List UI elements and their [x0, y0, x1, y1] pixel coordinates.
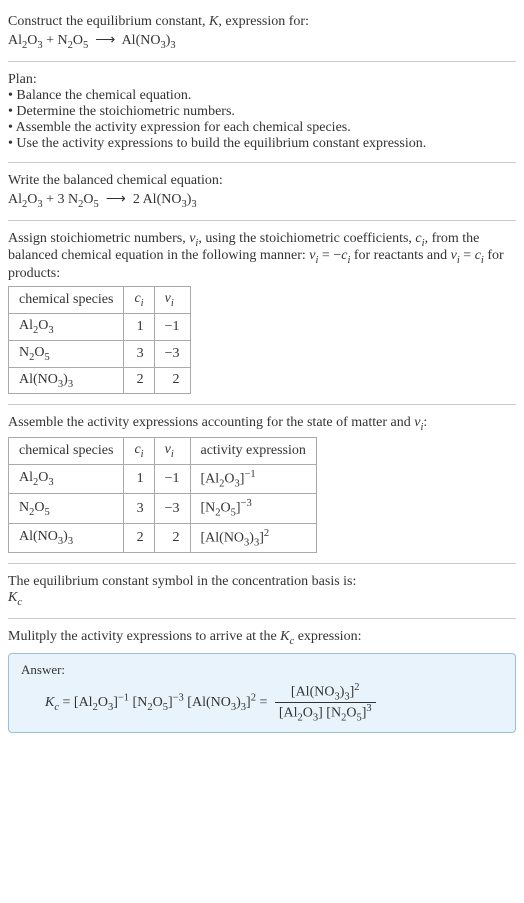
stoich-text: Assign stoichiometric numbers, νi, using… — [8, 231, 516, 283]
plan-section: Plan: • Balance the chemical equation. •… — [8, 72, 516, 152]
table-row: Al(NO3)3 2 2 [Al(NO3)3]2 — [9, 523, 317, 552]
col-species: chemical species — [9, 438, 124, 465]
basis-section: The equilibrium constant symbol in the c… — [8, 574, 516, 608]
cell-species: Al2O3 — [9, 313, 124, 340]
answer-lhs: Kc = [Al2O3]−1 [N2O5]−3 [Al(NO3)3]2 = — [45, 695, 267, 710]
answer-box: Answer: Kc = [Al2O3]−1 [N2O5]−3 [Al(NO3)… — [8, 653, 516, 733]
basis-symbol: Kc — [8, 590, 516, 608]
activity-text: Assemble the activity expressions accoun… — [8, 415, 516, 433]
col-vi: νi — [154, 287, 190, 314]
cell-species: Al(NO3)3 — [9, 367, 124, 394]
col-activity: activity expression — [190, 438, 316, 465]
divider — [8, 162, 516, 163]
balanced-section: Write the balanced chemical equation: Al… — [8, 173, 516, 210]
cell-species: Al(NO3)3 — [9, 523, 124, 552]
cell-species: N2O5 — [9, 340, 124, 367]
cell-ci: 1 — [124, 464, 154, 493]
divider — [8, 404, 516, 405]
cell-ci: 2 — [124, 367, 154, 394]
cell-activity: [Al(NO3)3]2 — [190, 523, 316, 552]
cell-species: Al2O3 — [9, 464, 124, 493]
balanced-label: Write the balanced chemical equation: — [8, 173, 516, 189]
multiply-section: Mulitply the activity expressions to arr… — [8, 629, 516, 733]
stoich-table: chemical species ci νi Al2O3 1 −1 N2O5 3… — [8, 286, 191, 394]
stoich-section: Assign stoichiometric numbers, νi, using… — [8, 231, 516, 395]
fraction-denominator: [Al2O3] [N2O5]3 — [275, 703, 376, 723]
prompt-header: Construct the equilibrium constant, K, e… — [8, 14, 516, 51]
table-row: N2O5 3 −3 — [9, 340, 191, 367]
cell-species: N2O5 — [9, 494, 124, 523]
cell-ci: 3 — [124, 494, 154, 523]
multiply-text: Mulitply the activity expressions to arr… — [8, 629, 516, 647]
divider — [8, 61, 516, 62]
cell-vi: −1 — [154, 313, 190, 340]
col-ci: ci — [124, 287, 154, 314]
table-row: N2O5 3 −3 [N2O5]−3 — [9, 494, 317, 523]
col-species: chemical species — [9, 287, 124, 314]
divider — [8, 618, 516, 619]
cell-vi: −3 — [154, 494, 190, 523]
cell-activity: [N2O5]−3 — [190, 494, 316, 523]
answer-label: Answer: — [21, 662, 503, 678]
prompt-line1: Construct the equilibrium constant, K, e… — [8, 14, 516, 30]
plan-title: Plan: — [8, 72, 516, 88]
table-header-row: chemical species ci νi activity expressi… — [9, 438, 317, 465]
fraction-numerator: [Al(NO3)3]2 — [275, 682, 376, 703]
plan-item: • Use the activity expressions to build … — [8, 136, 516, 152]
divider — [8, 220, 516, 221]
table-header-row: chemical species ci νi — [9, 287, 191, 314]
cell-ci: 2 — [124, 523, 154, 552]
answer-fraction: [Al(NO3)3]2 [Al2O3] [N2O5]3 — [275, 682, 376, 724]
cell-ci: 1 — [124, 313, 154, 340]
table-row: Al2O3 1 −1 — [9, 313, 191, 340]
activity-table: chemical species ci νi activity expressi… — [8, 437, 317, 553]
plan-item: • Balance the chemical equation. — [8, 88, 516, 104]
answer-expression: Kc = [Al2O3]−1 [N2O5]−3 [Al(NO3)3]2 = [A… — [21, 682, 503, 724]
plan-item: • Determine the stoichiometric numbers. — [8, 104, 516, 120]
unbalanced-equation: Al2O3 + N2O5 ⟶ Al(NO3)3 — [8, 32, 516, 51]
divider — [8, 563, 516, 564]
table-row: Al(NO3)3 2 2 — [9, 367, 191, 394]
cell-vi: −1 — [154, 464, 190, 493]
cell-ci: 3 — [124, 340, 154, 367]
col-ci: ci — [124, 438, 154, 465]
cell-vi: −3 — [154, 340, 190, 367]
balanced-equation: Al2O3 + 3 N2O5 ⟶ 2 Al(NO3)3 — [8, 191, 516, 210]
table-row: Al2O3 1 −1 [Al2O3]−1 — [9, 464, 317, 493]
col-vi: νi — [154, 438, 190, 465]
cell-activity: [Al2O3]−1 — [190, 464, 316, 493]
activity-section: Assemble the activity expressions accoun… — [8, 415, 516, 553]
cell-vi: 2 — [154, 367, 190, 394]
plan-item: • Assemble the activity expression for e… — [8, 120, 516, 136]
cell-vi: 2 — [154, 523, 190, 552]
basis-line1: The equilibrium constant symbol in the c… — [8, 574, 516, 590]
